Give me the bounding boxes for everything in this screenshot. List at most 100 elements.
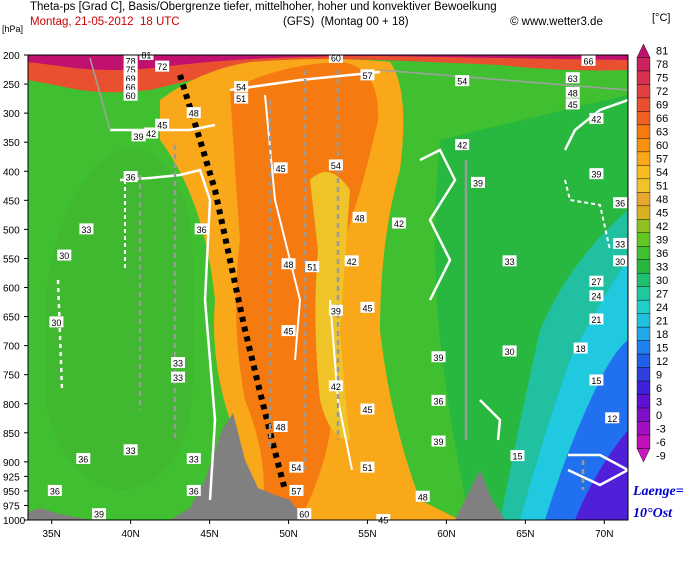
contour-label: 33 xyxy=(81,225,91,235)
contour-label-box xyxy=(305,261,320,273)
contour-label: 33 xyxy=(615,239,625,249)
contour-label: 54 xyxy=(291,463,301,473)
contour-label: 54 xyxy=(457,77,467,87)
x-tick-label: 40N xyxy=(121,529,139,540)
y-tick-label: 450 xyxy=(3,196,20,207)
contour-label-box xyxy=(123,72,138,84)
longitude-value: 10°Ost xyxy=(633,506,673,521)
contour-label-box xyxy=(573,342,588,354)
colorbar-swatch xyxy=(636,219,651,233)
contour-label-box xyxy=(92,508,107,520)
contour-label-box xyxy=(123,54,138,66)
contour-label-box xyxy=(415,490,430,502)
colorbar: 8178757269666360575451484542393633302724… xyxy=(636,43,668,463)
contour-label: 39 xyxy=(473,178,483,188)
contour-label-box xyxy=(328,304,343,316)
y-axis: [hPa] 200 250 300 350 400 450 500 550 600 650 700 75… xyxy=(2,24,28,527)
y-tick-label: 700 xyxy=(3,342,20,353)
cloud-line-8 xyxy=(419,148,457,301)
colorbar-label: 48 xyxy=(656,194,668,206)
contour-label: 36 xyxy=(78,454,88,464)
contour-label: 15 xyxy=(512,452,522,462)
contour-label-box xyxy=(79,223,94,235)
colorbar-label: 66 xyxy=(656,113,668,125)
contour-label: 33 xyxy=(173,359,183,369)
colorbar-label: 39 xyxy=(656,235,668,247)
contour-label: 30 xyxy=(505,347,515,357)
contour-label-box xyxy=(352,211,367,223)
contour-label-box xyxy=(344,255,359,267)
y-tick-label: 900 xyxy=(3,458,20,469)
contour-label: 78 xyxy=(126,56,136,66)
colorbar-swatch xyxy=(636,178,651,193)
contour-label: 15 xyxy=(591,376,601,386)
contour-label: 60 xyxy=(126,91,136,101)
colorbar-label: 30 xyxy=(656,275,668,287)
contour-label: 51 xyxy=(236,94,246,104)
x-tick-label: 45N xyxy=(200,529,218,540)
colorbar-label: 12 xyxy=(656,356,668,368)
colorbar-swatch xyxy=(636,43,651,58)
contour-label: 24 xyxy=(591,292,601,302)
colorbar-swatch xyxy=(636,232,651,247)
x-tick-label: 65N xyxy=(516,529,534,540)
contour-label-box xyxy=(605,412,620,424)
colorbar-label: 42 xyxy=(656,221,668,233)
contour-label-box xyxy=(589,112,604,124)
colorbar-label: -3 xyxy=(656,423,666,435)
contour-label: 69 xyxy=(126,74,136,84)
contour-label: 42 xyxy=(591,114,601,124)
contour-label: 42 xyxy=(146,129,156,139)
contour-label: 66 xyxy=(126,82,136,92)
cloud-line-2 xyxy=(119,168,217,501)
cloud-line-9 xyxy=(479,399,502,441)
contour-label: 66 xyxy=(584,56,594,66)
contour-label-box xyxy=(57,249,72,261)
colorbar-swatch xyxy=(636,448,651,463)
contour-label-box xyxy=(589,374,604,386)
y-tick-label: 300 xyxy=(3,109,20,120)
colorbar-label: 81 xyxy=(656,46,668,58)
y-tick-label: 925 xyxy=(3,472,20,483)
y-tick-label: 250 xyxy=(3,80,20,91)
contour-label: 30 xyxy=(51,318,61,328)
y-tick-label: 1000 xyxy=(3,516,26,527)
contour-label-box xyxy=(297,508,312,520)
contour-label-box xyxy=(289,461,304,473)
colorbar-label: 36 xyxy=(656,248,668,260)
contour-label-box xyxy=(589,313,604,325)
colorbar-swatch xyxy=(636,151,651,166)
colorbar-label: 45 xyxy=(656,208,668,220)
colorbar-label: 51 xyxy=(656,181,668,193)
cloud-line-3 xyxy=(110,123,216,132)
contour-label-box xyxy=(613,237,628,249)
contour-label-box xyxy=(123,63,138,75)
colorbar-unit: [°C] xyxy=(652,12,671,24)
y-axis-unit: [hPa] xyxy=(2,24,23,34)
colorbar-swatch xyxy=(636,367,651,382)
contour-label: 48 xyxy=(284,260,294,270)
contour-label: 39 xyxy=(134,132,144,142)
contour-label-box xyxy=(360,301,375,313)
x-tick-label: 50N xyxy=(279,529,297,540)
colorbar-swatch xyxy=(636,286,651,301)
contour-label: 36 xyxy=(615,199,625,209)
contour-label-box xyxy=(455,139,470,151)
contour-label-box xyxy=(144,127,159,139)
contour-label: 45 xyxy=(568,100,578,110)
colorbar-label: 75 xyxy=(656,73,668,85)
colorbar-swatch xyxy=(636,326,651,341)
contour-label-box xyxy=(328,380,343,392)
contour-label: 36 xyxy=(197,225,207,235)
colorbar-swatch xyxy=(636,434,651,449)
colorbar-swatch xyxy=(636,313,651,328)
contour-label-box xyxy=(565,98,580,110)
colorbar-label: 0 xyxy=(656,410,662,422)
contour-label-box xyxy=(360,403,375,415)
contour-label: 63 xyxy=(568,74,578,84)
colorbar-label: 15 xyxy=(656,342,668,354)
y-tick-label: 975 xyxy=(3,501,20,512)
contour-label-box xyxy=(273,162,288,174)
contour-label-box xyxy=(589,168,604,180)
colorbar-swatch xyxy=(636,394,651,409)
